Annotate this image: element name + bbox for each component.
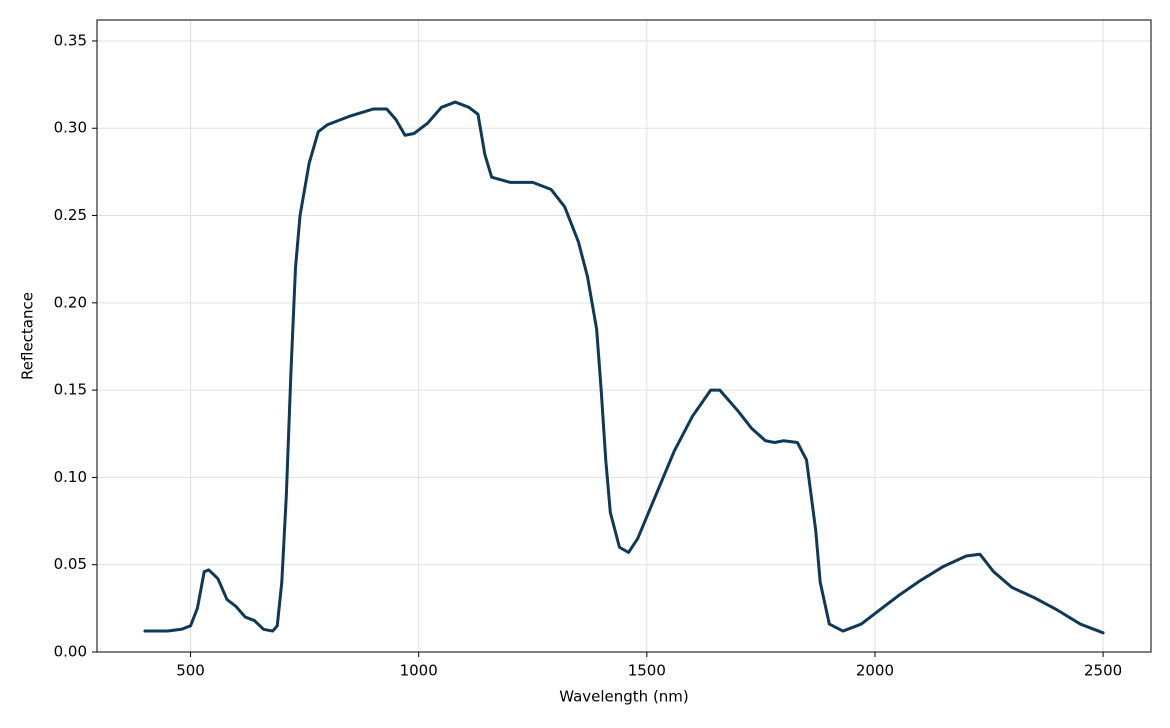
y-tick-label: 0.00 (54, 643, 87, 661)
x-tick-label: 2000 (856, 662, 894, 680)
y-tick-label: 0.35 (54, 31, 87, 49)
plot-frame (96, 19, 1152, 653)
y-tick-label: 0.15 (54, 381, 87, 399)
x-tick-label: 500 (176, 662, 205, 680)
y-tick-label: 0.10 (54, 468, 87, 486)
x-tick-label: 2500 (1084, 662, 1122, 680)
y-tick-label: 0.05 (54, 555, 87, 573)
y-axis-label: Reflectance (19, 292, 37, 380)
x-tick-label: 1000 (400, 662, 438, 680)
y-tick-label: 0.30 (54, 119, 87, 137)
y-tick-label: 0.20 (54, 293, 87, 311)
y-tick-label: 0.25 (54, 206, 87, 224)
spectrum-line (143, 100, 1105, 635)
x-axis-label: Wavelength (nm) (559, 688, 689, 706)
x-tick-label: 1500 (628, 662, 666, 680)
